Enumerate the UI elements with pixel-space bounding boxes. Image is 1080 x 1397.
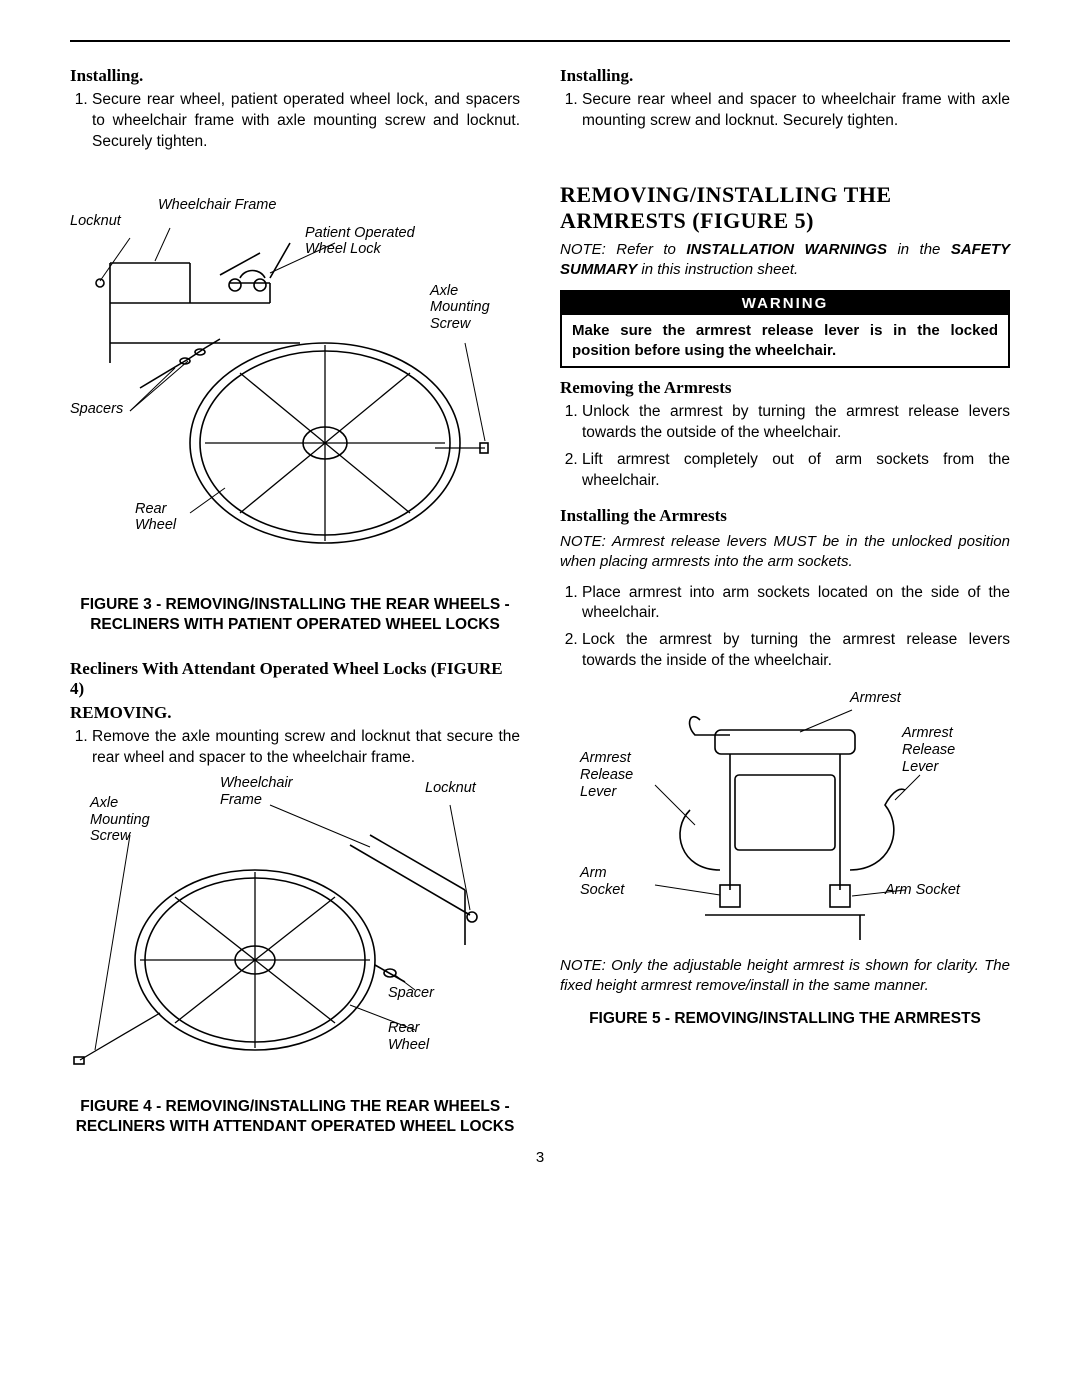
fig4-label-locknut: Locknut xyxy=(425,780,476,797)
top-rule xyxy=(70,40,1010,42)
left-installing-step-1: Secure rear wheel, patient operated whee… xyxy=(92,90,520,153)
fig5-label-release-lever-r: Armrest Release Lever xyxy=(902,725,972,775)
warning-head: WARNING xyxy=(562,292,1008,315)
left-column: Installing. Secure rear wheel, patient o… xyxy=(70,66,520,1137)
installing-arm-step-1: Place armrest into arm sockets located o… xyxy=(582,583,1010,625)
warning-box: WARNING Make sure the armrest release le… xyxy=(560,290,1010,368)
fig3-label-wheelchair-frame: Wheelchair Frame xyxy=(158,197,276,214)
removing-armrests-steps: Unlock the armrest by turning the armres… xyxy=(560,402,1010,492)
two-column-layout: Installing. Secure rear wheel, patient o… xyxy=(70,66,1010,1137)
fig4-label-axle-screw: Axle Mounting Screw xyxy=(90,795,170,845)
figure-3-caption: FIGURE 3 - REMOVING/INSTALLING THE REAR … xyxy=(70,595,520,635)
fig4-label-wheelchair-frame: Wheelchair Frame xyxy=(220,775,310,808)
fig3-label-axle-screw: Axle Mounting Screw xyxy=(430,283,510,333)
right-installing-step-1: Secure rear wheel and spacer to wheelcha… xyxy=(582,90,1010,132)
figure-3: Locknut Wheelchair Frame Patient Operate… xyxy=(70,183,520,583)
left-removing-heading: REMOVING. xyxy=(70,703,520,723)
right-installing-heading: Installing. xyxy=(560,66,1010,86)
note-installation-warnings: NOTE: Refer to INSTALLATION WARNINGS in … xyxy=(560,240,1010,281)
right-column: Installing. Secure rear wheel and spacer… xyxy=(560,66,1010,1137)
left-installing-steps: Secure rear wheel, patient operated whee… xyxy=(70,90,520,153)
fig5-label-release-lever-l: Armrest Release Lever xyxy=(580,750,650,800)
figure-4: Wheelchair Frame Locknut Axle Mounting S… xyxy=(70,775,520,1085)
fig3-label-patient-lock: Patient Operated Wheel Lock xyxy=(305,225,445,258)
left-installing-heading: Installing. xyxy=(70,66,520,86)
section-heading: REMOVING/INSTALLING THE ARMRESTS (FIGURE… xyxy=(560,182,1010,234)
recliners-heading: Recliners With Attendant Operated Wheel … xyxy=(70,659,520,699)
warning-body: Make sure the armrest release lever is i… xyxy=(562,315,1008,366)
installing-armrests-steps: Place armrest into arm sockets located o… xyxy=(560,583,1010,673)
figure-5-footnote: NOTE: Only the adjustable height armrest… xyxy=(560,956,1010,997)
fig3-label-locknut: Locknut xyxy=(70,213,121,230)
page-number: 3 xyxy=(70,1149,1010,1166)
installing-arm-step-2: Lock the armrest by turning the armrest … xyxy=(582,630,1010,672)
fig3-label-rear-wheel: Rear Wheel xyxy=(135,501,195,534)
fig5-label-armrest: Armrest xyxy=(850,690,901,707)
fig3-label-spacers: Spacers xyxy=(70,401,123,418)
fig5-label-arm-socket-r: Arm Socket xyxy=(885,882,960,899)
fig4-label-spacer: Spacer xyxy=(388,985,434,1002)
fig4-label-rear-wheel: Rear Wheel xyxy=(388,1020,448,1053)
fig5-label-arm-socket-l: Arm Socket xyxy=(580,865,640,898)
removing-armrests-heading: Removing the Armrests xyxy=(560,378,1010,398)
right-installing-steps: Secure rear wheel and spacer to wheelcha… xyxy=(560,90,1010,132)
figure-4-caption: FIGURE 4 - REMOVING/INSTALLING THE REAR … xyxy=(70,1097,520,1137)
note-release-levers: NOTE: Armrest release levers MUST be in … xyxy=(560,532,1010,573)
figure-5-caption: FIGURE 5 - REMOVING/INSTALLING THE ARMRE… xyxy=(560,1009,1010,1029)
installing-armrests-heading: Installing the Armrests xyxy=(560,506,1010,526)
removing-arm-step-2: Lift armrest completely out of arm socke… xyxy=(582,450,1010,492)
figure-5: Armrest Armrest Release Lever Armrest Re… xyxy=(560,690,1010,950)
removing-arm-step-1: Unlock the armrest by turning the armres… xyxy=(582,402,1010,444)
left-removing-step-1: Remove the axle mounting screw and lockn… xyxy=(92,727,520,769)
left-removing-steps: Remove the axle mounting screw and lockn… xyxy=(70,727,520,769)
